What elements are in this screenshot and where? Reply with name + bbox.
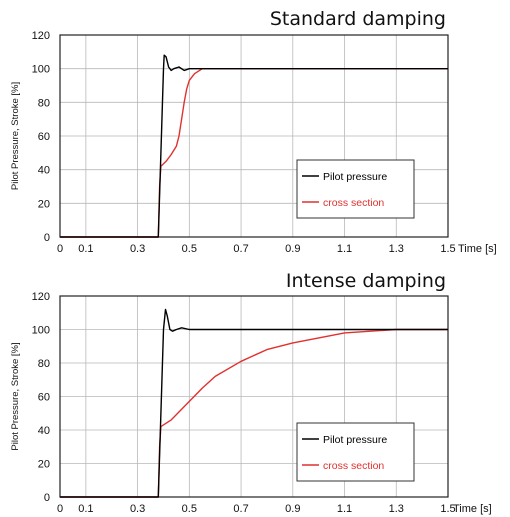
x-tick-label: 0.5 <box>182 503 197 515</box>
y-tick-label: 40 <box>38 165 50 177</box>
y-tick-label: 80 <box>38 97 50 109</box>
x-tick-label: 1.1 <box>337 243 352 255</box>
x-tick-label: 1.3 <box>389 503 404 515</box>
legend: Pilot pressure cross section <box>296 159 415 219</box>
x-axis-label: Time [s] <box>453 503 492 515</box>
series-line-pilot-pressure <box>60 54 448 238</box>
y-tick-label: 80 <box>38 358 50 370</box>
chart-title: Standard damping <box>270 8 446 30</box>
x-tick-label: 0.7 <box>233 503 248 515</box>
x-tick-label: 0.1 <box>78 503 93 515</box>
x-tick-label: 0.3 <box>130 503 145 515</box>
x-tick-label: 0.9 <box>285 243 300 255</box>
y-axis-label: Pilot Pressure, Stroke [%] <box>10 82 21 190</box>
legend-box <box>296 159 415 219</box>
x-tick-label: 0 <box>57 243 63 255</box>
legend-entry: Pilot pressure <box>323 171 387 183</box>
x-axis-label: Time [s] <box>458 243 497 255</box>
legend-entry: cross section <box>323 197 384 209</box>
x-tick-label: 0.7 <box>233 243 248 255</box>
x-tick-label: 0 <box>57 503 63 515</box>
series-line-pilot-pressure <box>60 308 448 498</box>
x-tick-label: 0.3 <box>130 243 145 255</box>
y-tick-label: 100 <box>32 325 50 337</box>
y-tick-label: 40 <box>38 425 50 437</box>
x-tick-label: 1.5 <box>440 243 455 255</box>
y-tick-label: 60 <box>38 131 50 143</box>
x-tick-label: 1.3 <box>389 243 404 255</box>
legend-entry: Pilot pressure <box>323 434 387 446</box>
y-axis-label: Pilot Pressure, Stroke [%] <box>10 342 21 450</box>
x-tick-label: 1.5 <box>440 503 455 515</box>
legend-box <box>296 422 415 482</box>
chart-panel-1: Standard damping 0 20 40 60 80 100 120 0 0.1 0.3 0.… <box>10 8 497 255</box>
y-tick-label: 120 <box>32 291 50 303</box>
legend: Pilot pressure cross section <box>296 422 415 482</box>
x-tick-label: 0.9 <box>285 503 300 515</box>
x-tick-label: 0.1 <box>78 243 93 255</box>
x-tick-label: 1.1 <box>337 503 352 515</box>
x-tick-label: 0.5 <box>182 243 197 255</box>
plot-frame <box>59 295 449 498</box>
chart-title: Intense damping <box>286 270 446 292</box>
plot-frame <box>59 34 449 238</box>
y-tick-label: 60 <box>38 392 50 404</box>
y-tick-label: 0 <box>44 232 50 244</box>
y-tick-label: 120 <box>32 30 50 42</box>
chart-panel-2: Intense damping 0 20 40 60 80 100 120 0 0.1 0.3 0.5… <box>10 270 492 515</box>
y-tick-label: 20 <box>38 198 50 210</box>
y-tick-label: 0 <box>44 492 50 504</box>
y-tick-label: 20 <box>38 459 50 471</box>
y-tick-label: 100 <box>32 64 50 76</box>
legend-entry: cross section <box>323 460 384 472</box>
